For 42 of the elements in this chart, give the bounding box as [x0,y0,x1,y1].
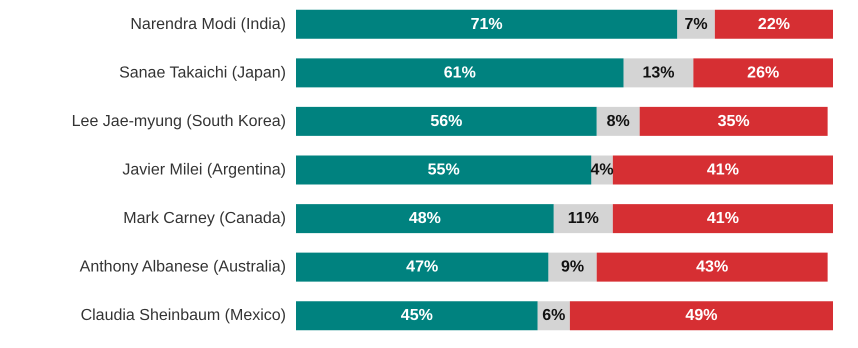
bar [640,106,828,136]
data-label: 7% [684,16,708,33]
bar [296,10,678,39]
data-label: 48% [408,210,441,228]
y-tick-label: Anthony Albanese (Australia) [80,258,286,276]
bar [296,58,624,88]
bar [296,252,548,282]
data-label: 9% [560,258,584,276]
data-label: 45% [400,307,433,324]
data-label: 11% [568,210,599,228]
bar [296,106,597,136]
data-label: 35% [718,112,750,130]
bar [612,156,833,184]
data-label: 61% [444,64,476,82]
data-label: 41% [706,210,739,228]
y-tick-label: Narendra Modi (India) [130,16,286,33]
bar [570,301,833,330]
data-label: 6% [542,307,566,324]
data-label: 8% [606,112,630,130]
data-label: 47% [406,258,438,276]
data-label: 41% [706,162,739,178]
y-tick-label: Sanae Takaichi (Japan) [119,64,286,82]
data-label: 43% [696,258,728,276]
bar [624,58,694,88]
data-label: 56% [430,112,462,130]
y-tick-label: Javier Milei (Argentina) [122,162,286,178]
y-tick-label: Mark Carney (Canada) [123,210,286,228]
data-label: 55% [428,162,460,178]
data-label: 71% [470,16,503,33]
data-label: 26% [747,64,780,82]
data-label: 49% [685,307,718,324]
y-tick-label: Lee Jae-myung (South Korea) [72,112,286,130]
bar [596,252,828,282]
data-label: 13% [642,64,674,82]
data-label: 22% [758,16,790,33]
bar [612,204,833,234]
bar [296,301,538,330]
bar [296,204,554,234]
bar [296,156,592,184]
bar [714,10,833,39]
y-tick-label: Claudia Sheinbaum (Mexico) [80,307,286,324]
bar [693,58,833,88]
